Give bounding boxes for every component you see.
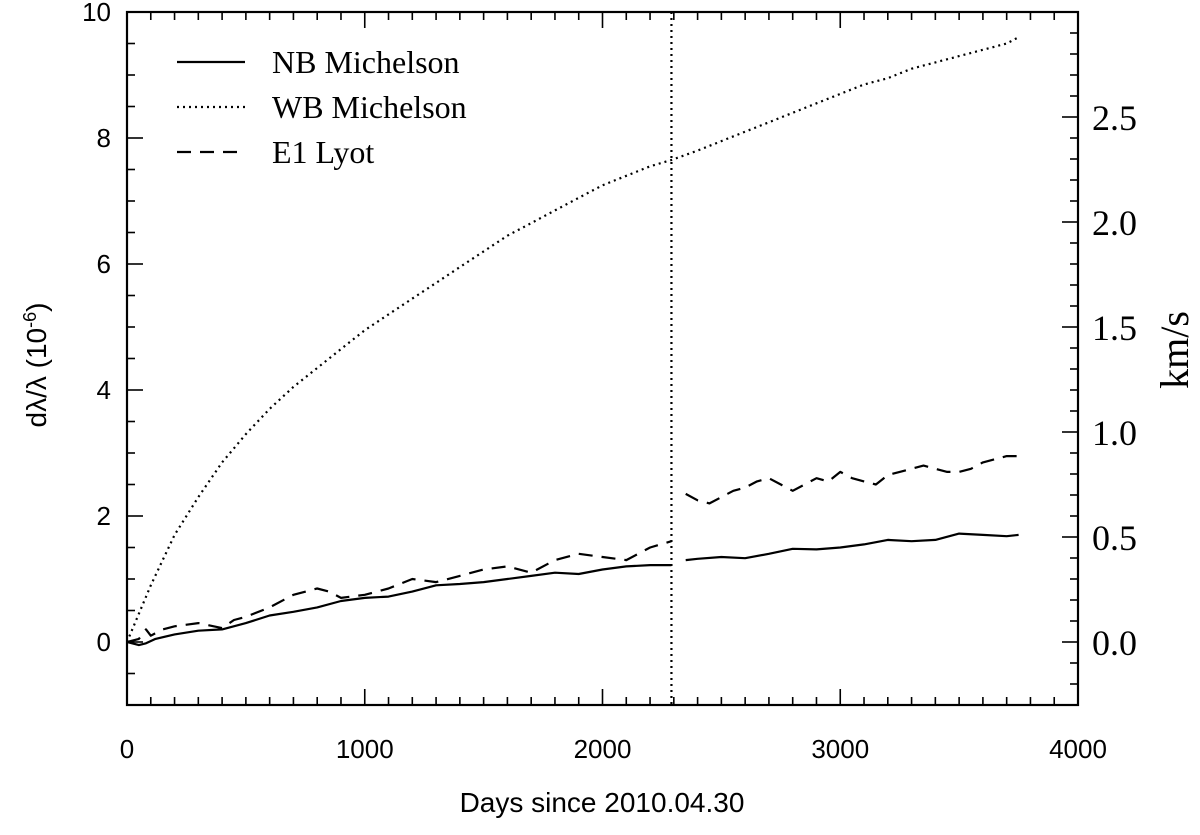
- y2-tick-label: 2.0: [1092, 203, 1137, 243]
- tick-labels: 0 1000 2000 3000 4000 0 2 4 6 8 10 0.0 0.5 1.0 1.5 2.0 2…: [82, 0, 1137, 764]
- series-layer: [125, 12, 1020, 705]
- x-axis-title: Days since 2010.04.30: [460, 787, 745, 818]
- legend-label: E1 Lyot: [272, 134, 374, 170]
- y-axis-left-title-exponent: -6: [20, 312, 40, 328]
- series-line-e1-lyot-segment-1: [685, 455, 1019, 505]
- plot-frame: [125, 10, 1080, 707]
- y2-tick-label: 0.5: [1092, 518, 1137, 558]
- series-line-e1-lyot-segment-0: [126, 540, 672, 644]
- y-tick-label: 2: [97, 501, 111, 531]
- y-axis-left-title: dλ/λ (10-6): [20, 303, 52, 428]
- x-tick-label: 4000: [1049, 734, 1107, 764]
- series-line-nb-michelson-segment-0: [126, 563, 672, 647]
- y-tick-label: 6: [97, 249, 111, 279]
- plot-border: [125, 10, 1080, 707]
- y-axis-right-title: km/s: [1152, 311, 1197, 389]
- y2-tick-label: 1.0: [1092, 413, 1137, 453]
- y2-tick-label: 2.5: [1092, 98, 1137, 138]
- legend-label: NB Michelson: [272, 44, 460, 80]
- x-tick-label: 3000: [811, 734, 869, 764]
- axis-ticks: [126, 11, 1079, 706]
- legend-label: WB Michelson: [272, 89, 467, 125]
- legend: NB Michelson WB Michelson E1 Lyot: [177, 44, 467, 170]
- series-line-wb-michelson-segment-0: [125, 36, 1020, 643]
- x-tick-label: 2000: [574, 734, 632, 764]
- y2-tick-label: 0.0: [1092, 623, 1137, 663]
- y-tick-label: 4: [97, 375, 111, 405]
- x-tick-label: 0: [120, 734, 134, 764]
- y-tick-label: 0: [97, 627, 111, 657]
- y2-tick-label: 1.5: [1092, 308, 1137, 348]
- y-tick-label: 8: [97, 123, 111, 153]
- series-line-nb-michelson-segment-1: [685, 532, 1019, 562]
- y-axis-left-title-main: dλ/λ (10: [21, 328, 52, 428]
- y-axis-left-title-close: ): [21, 303, 52, 312]
- y-tick-label: 10: [82, 0, 111, 27]
- x-tick-label: 1000: [336, 734, 394, 764]
